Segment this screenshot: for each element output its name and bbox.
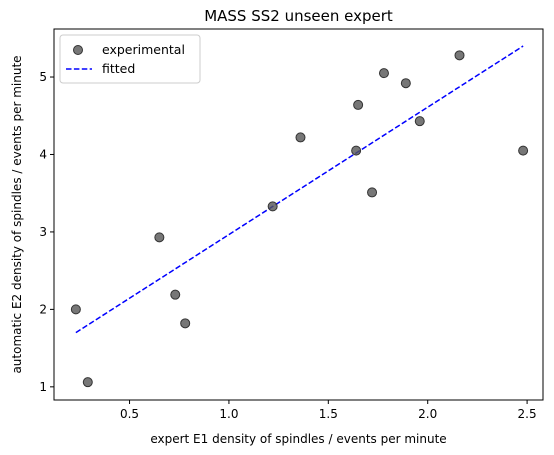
y-tick-label: 3	[39, 225, 47, 239]
data-point	[519, 146, 528, 155]
x-tick-label: 1.0	[219, 407, 238, 421]
x-tick-label: 2.5	[518, 407, 537, 421]
y-tick-label: 2	[39, 302, 47, 316]
data-point	[379, 69, 388, 78]
x-tick-label: 2.0	[418, 407, 437, 421]
data-point	[171, 290, 180, 299]
legend-label-fitted: fitted	[102, 61, 135, 76]
y-axis-label: automatic E2 density of spindles / event…	[10, 55, 24, 373]
x-tick-label: 0.5	[120, 407, 139, 421]
x-axis-label: expert E1 density of spindles / events p…	[150, 432, 446, 446]
legend-label-experimental: experimental	[102, 42, 185, 57]
data-point	[368, 188, 377, 197]
y-tick-label: 4	[39, 147, 47, 161]
legend-marker-experimental	[74, 46, 83, 55]
data-point	[155, 233, 164, 242]
x-tick-label: 1.5	[319, 407, 338, 421]
data-point	[401, 79, 410, 88]
data-point	[268, 202, 277, 211]
data-point	[71, 305, 80, 314]
data-point	[455, 51, 464, 60]
data-point	[354, 100, 363, 109]
data-point	[296, 133, 305, 142]
data-point	[352, 146, 361, 155]
data-point	[415, 117, 424, 126]
data-point	[181, 319, 190, 328]
legend: experimental fitted	[60, 35, 200, 83]
chart-title: MASS SS2 unseen expert	[204, 7, 393, 25]
y-tick-label: 1	[39, 380, 47, 394]
y-tick-label: 5	[39, 70, 47, 84]
data-point	[83, 378, 92, 387]
